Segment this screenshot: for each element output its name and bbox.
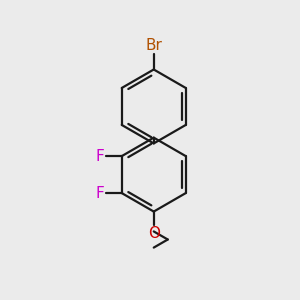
Text: F: F [96,186,105,201]
Text: F: F [96,148,105,164]
Text: Br: Br [145,38,162,53]
Text: O: O [148,226,160,241]
